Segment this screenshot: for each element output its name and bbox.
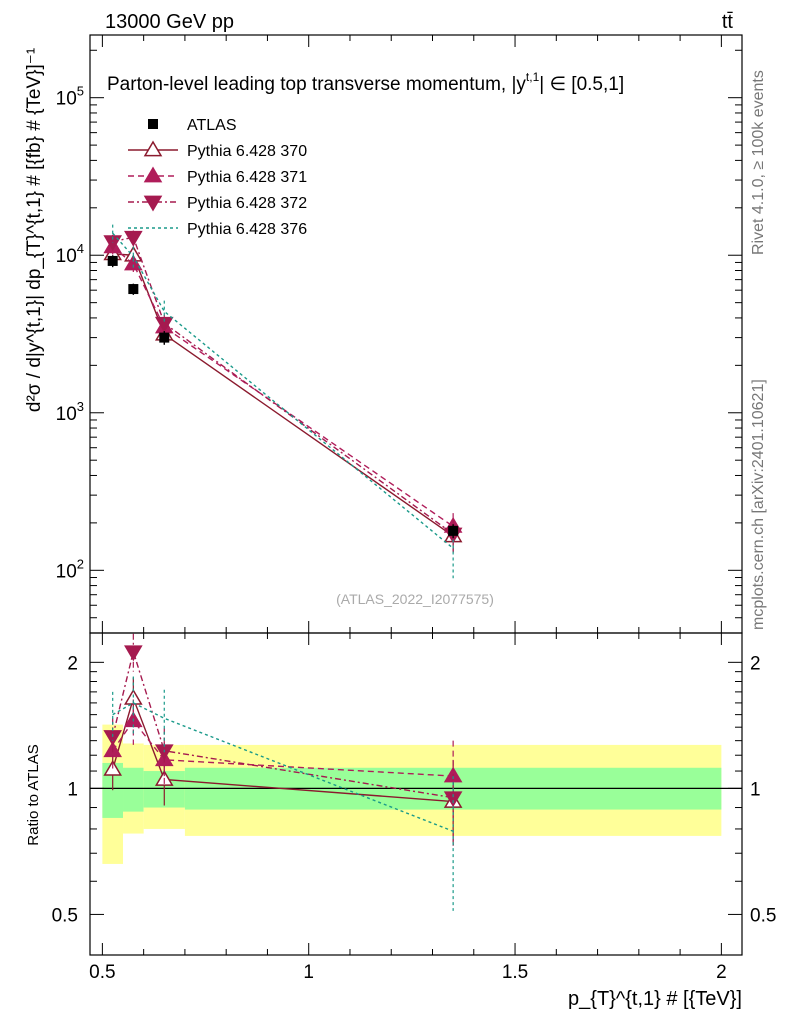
ratio-tick-label-right: 1 [750, 779, 761, 800]
x-tick-label: 1 [303, 962, 314, 983]
series-point [124, 230, 143, 247]
series-line [112, 236, 454, 535]
series-point [154, 316, 174, 333]
ratio-axis-label: Ratio to ATLAS [25, 744, 42, 845]
legend-label: Pythia 6.428 376 [187, 221, 307, 238]
rivet-label: Rivet 4.1.0, ≥ 100k events [750, 70, 767, 255]
legend: ATLAS Pythia 6.428 370 Pythia 6.428 371 Pyt… [128, 117, 307, 238]
ratio-series-line [112, 649, 454, 799]
series-line [112, 232, 454, 549]
data-point [448, 525, 459, 536]
legend-marker [143, 140, 163, 157]
legend-marker [143, 195, 163, 212]
x-tick-label: 1.5 [502, 962, 528, 983]
y-tick-label: 105 [56, 84, 84, 110]
chart-title-main: Parton-level leading top transverse mome… [107, 74, 526, 95]
data-point [107, 255, 118, 266]
series-line [112, 246, 454, 527]
data-point [159, 332, 170, 343]
ratio-tick-label-right: 0.5 [750, 905, 776, 926]
y-tick-label: 102 [56, 556, 84, 582]
y-tick-label: 103 [56, 399, 84, 425]
plot-area: 0.5 1 1.5 2 102 103 104 105 0.5 0.5 1 1 2 2 [52, 34, 776, 983]
ratio-point [124, 645, 143, 662]
ratio-tick-label: 0.5 [52, 905, 78, 926]
series-line [112, 253, 454, 537]
analysis-tag: (ATLAS_2022_I2077575) [336, 591, 494, 607]
y-axis-label: d²σ / d|y^{t,1}| dp_{T}^{t,1} # [{fb} # … [24, 48, 45, 412]
chart-title-tail: | ∈ [0.5,1] [539, 74, 624, 95]
ratio-tick-label: 2 [67, 653, 78, 674]
legend-marker-atlas [148, 119, 158, 129]
legend-label: Pythia 6.428 371 [187, 169, 307, 186]
x-tick-label: 0.5 [89, 962, 115, 983]
y-tick-label: 104 [56, 241, 84, 267]
legend-label: Pythia 6.428 372 [187, 195, 307, 212]
ratio-band-stat [102, 762, 124, 818]
legend-label: Pythia 6.428 370 [187, 143, 307, 160]
ratio-tick-label-right: 2 [750, 653, 761, 674]
chart-title: Parton-level leading top transverse mome… [107, 70, 624, 95]
source-label: mcplots.cern.ch [arXiv:2401.10621] [750, 379, 767, 630]
ratio-tick-label: 1 [67, 779, 78, 800]
x-axis-label: p_{T}^{t,1} # [{TeV}] [568, 988, 742, 1010]
beam-label: 13000 GeV pp [105, 11, 234, 33]
legend-marker [143, 166, 163, 183]
ratio-point [443, 791, 463, 808]
ratio-band-stat [123, 767, 144, 812]
legend-label-atlas: ATLAS [187, 117, 237, 134]
chart-title-sup: t,1 [526, 70, 540, 84]
process-label: tt̄ [722, 11, 734, 33]
data-point [128, 284, 139, 295]
x-tick-label: 2 [716, 962, 727, 983]
ratio-series-line [112, 696, 454, 803]
ratio-series-line [112, 719, 454, 777]
ratio-point [103, 730, 123, 746]
ratio-frame [89, 632, 743, 956]
